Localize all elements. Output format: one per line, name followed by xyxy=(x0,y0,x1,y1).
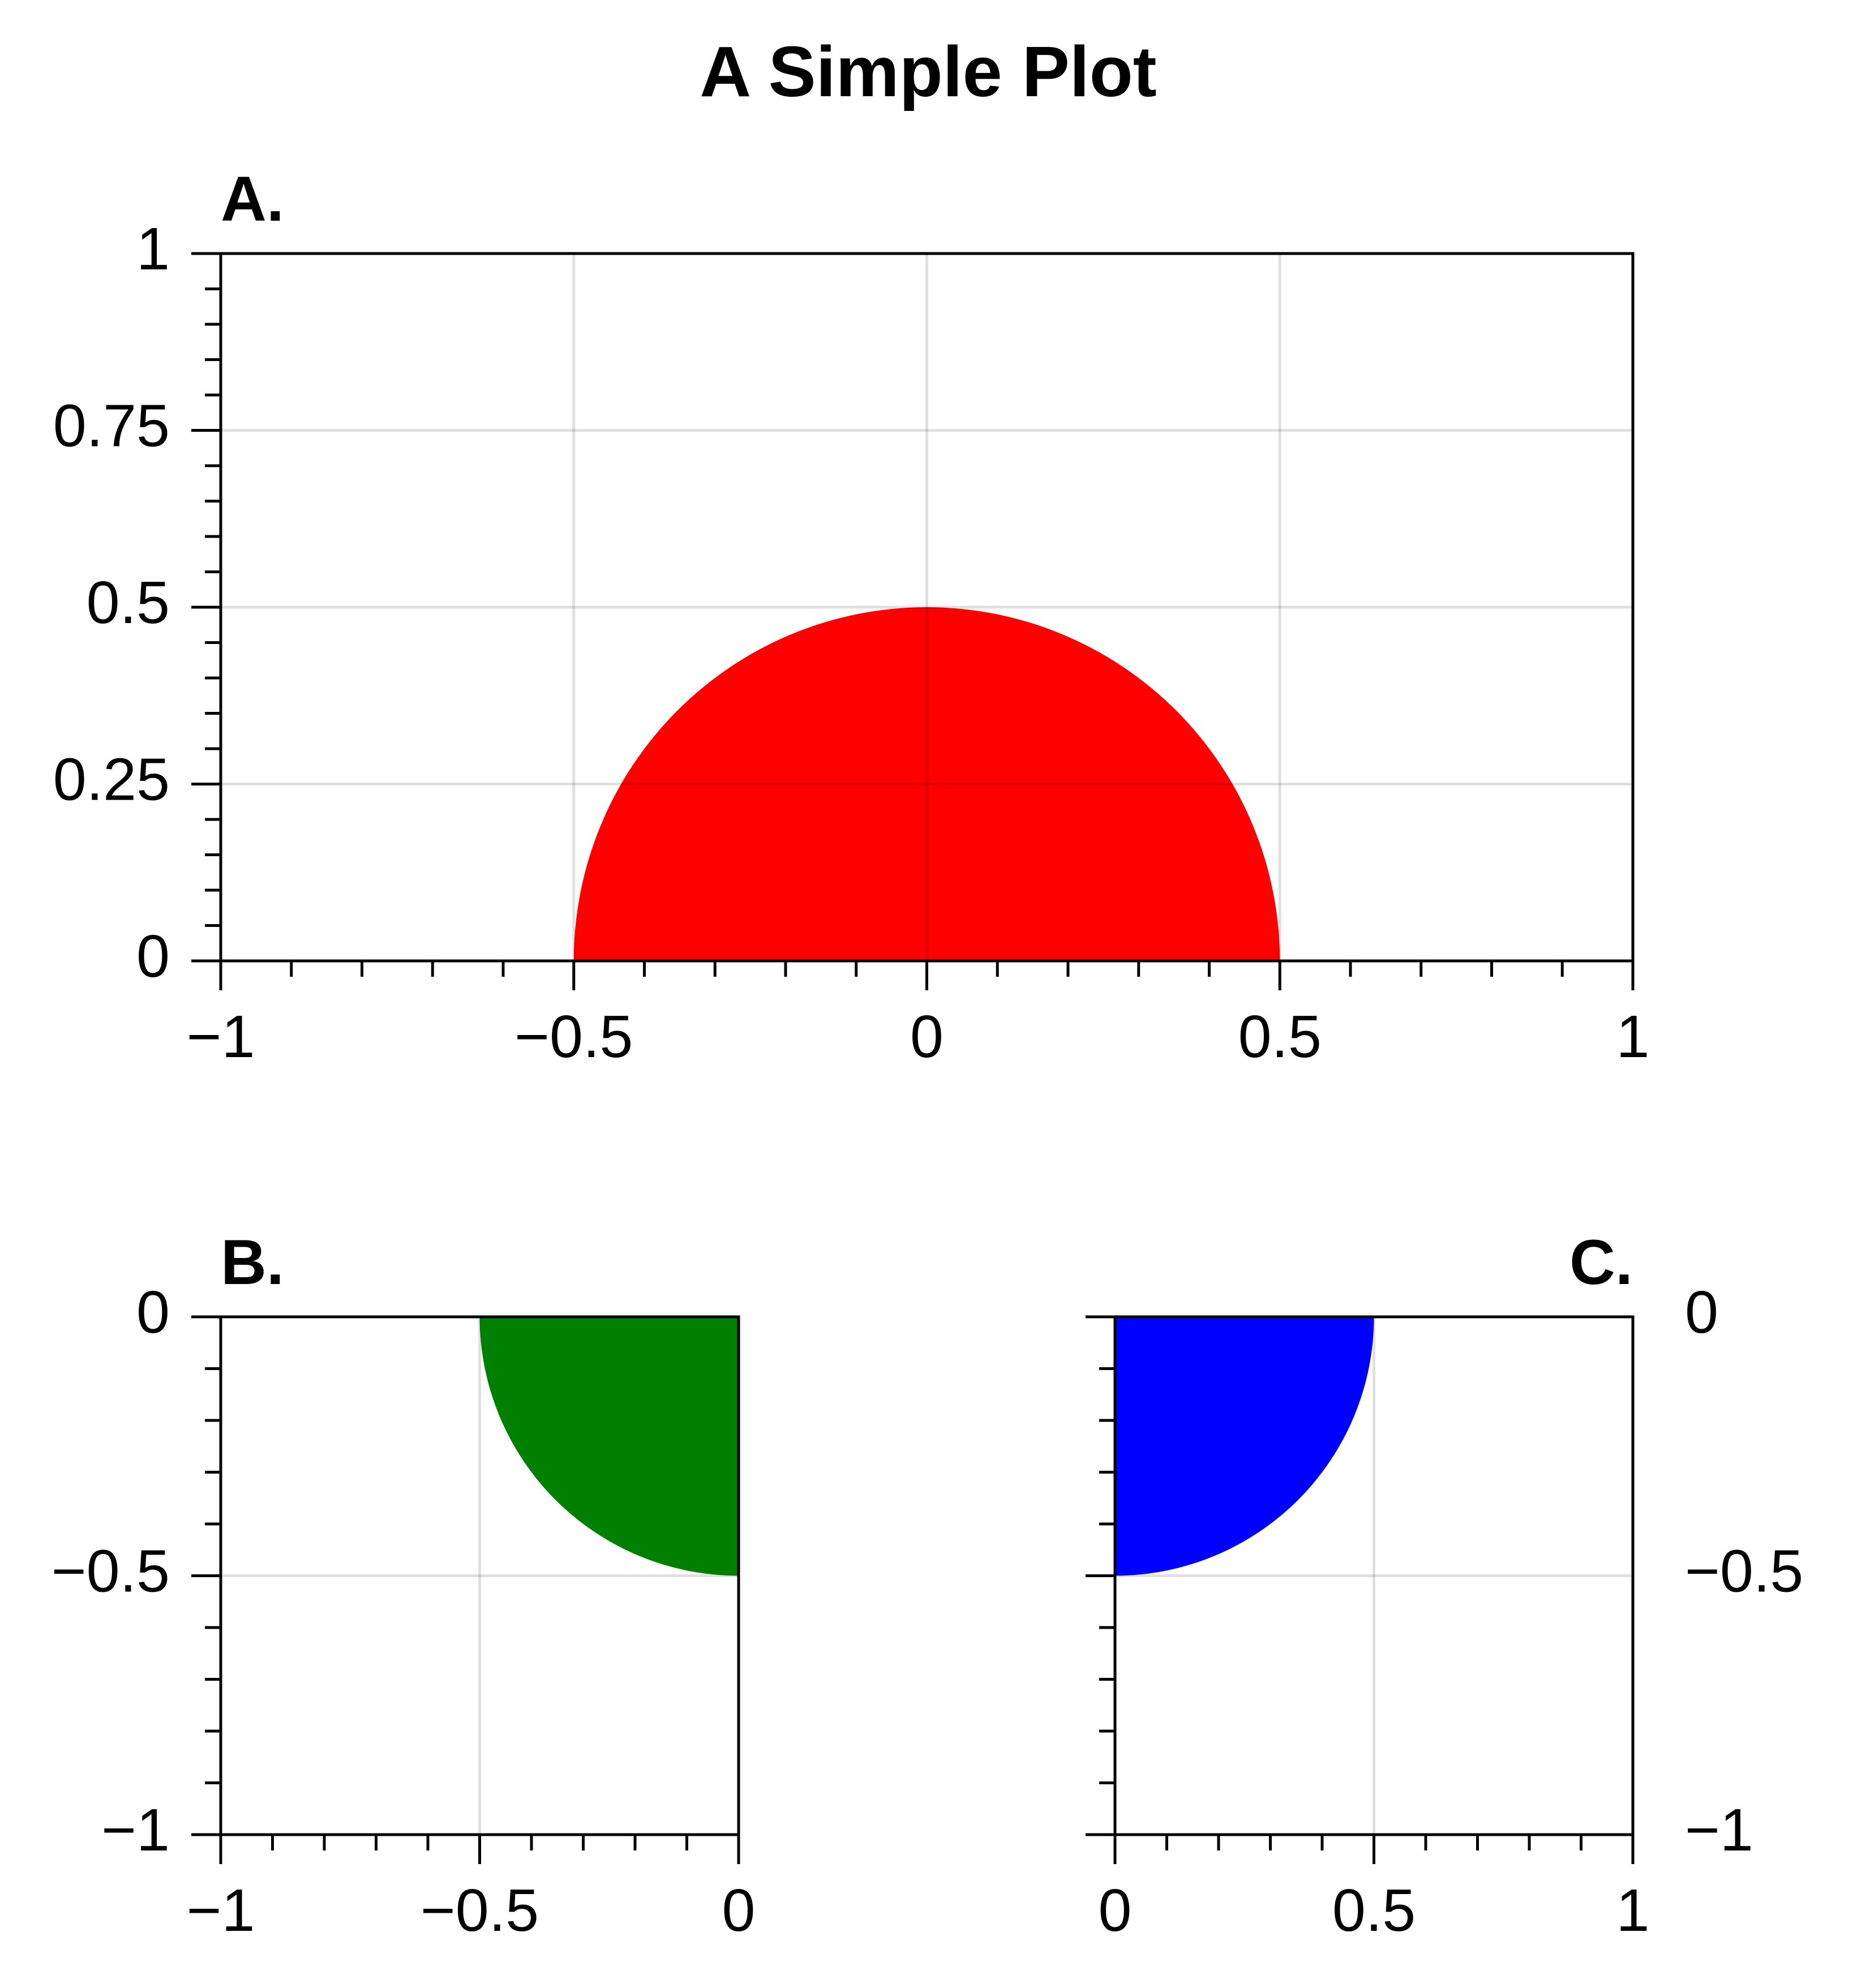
panel-a-xtick-label-4: 1 xyxy=(1616,1003,1650,1070)
panel-c-ytick-label-0: −1 xyxy=(1685,1797,1753,1864)
panel-c-xtick-label-0: 0 xyxy=(1099,1877,1132,1944)
panel-a: −1 −0.5 0 0.5 1 0 0.25 0.5 0.75 1 A. xyxy=(53,164,1650,1070)
panel-a-label: A. xyxy=(221,164,284,234)
figure-title: A Simple Plot xyxy=(700,32,1156,111)
panel-a-ytick-label-4: 1 xyxy=(136,216,170,282)
panel-a-xtick-label-1: −0.5 xyxy=(514,1003,633,1070)
panel-b-xtick-label-0: −1 xyxy=(187,1877,255,1944)
panel-c-ytick-label-2: 0 xyxy=(1685,1279,1718,1346)
panel-c-xtick-label-1: 0.5 xyxy=(1332,1877,1416,1944)
panel-b-shape xyxy=(479,1317,739,1576)
panel-a-xtick-label-2: 0 xyxy=(910,1003,943,1070)
panel-c-shape xyxy=(1115,1317,1374,1576)
panel-b-label: B. xyxy=(221,1227,284,1298)
panel-b: −1 −0.5 0 −1 −0.5 0 B. xyxy=(52,1227,756,1944)
panel-a-shape xyxy=(573,607,1280,961)
panel-b-ytick-label-0: −1 xyxy=(101,1797,170,1864)
panel-c-xtick-label-2: 1 xyxy=(1616,1877,1650,1944)
panel-c-label: C. xyxy=(1569,1227,1633,1298)
panel-c: 0 0.5 1 −1 −0.5 0 C. xyxy=(1086,1227,1803,1944)
panel-a-ytick-label-3: 0.75 xyxy=(53,393,170,460)
panel-a-ytick-label-1: 0.25 xyxy=(53,746,170,813)
panel-a-ytick-label-2: 0.5 xyxy=(87,569,170,636)
panel-a-ytick-label-0: 0 xyxy=(136,923,170,990)
panel-b-xtick-label-1: −0.5 xyxy=(421,1877,539,1944)
panel-b-ytick-label-2: 0 xyxy=(136,1279,170,1346)
panel-b-xtick-label-2: 0 xyxy=(722,1877,756,1944)
panel-b-ytick-label-1: −0.5 xyxy=(52,1538,170,1605)
panel-c-ytick-label-1: −0.5 xyxy=(1685,1538,1803,1605)
panel-a-xtick-label-3: 0.5 xyxy=(1238,1003,1322,1070)
panel-a-xtick-label-0: −1 xyxy=(187,1003,255,1070)
